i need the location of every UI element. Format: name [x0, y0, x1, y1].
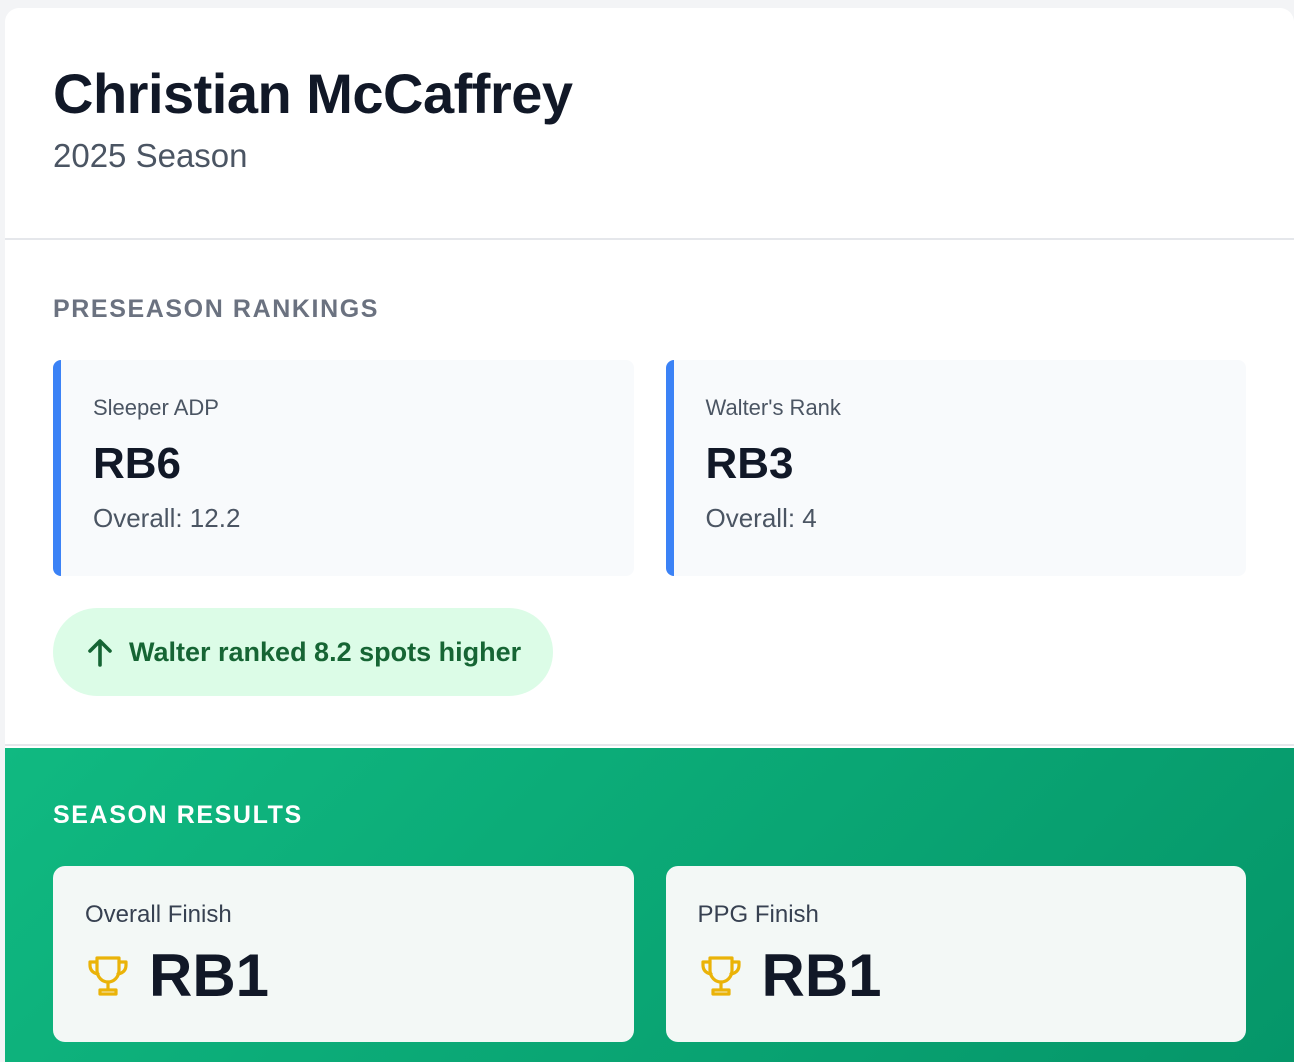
overall-finish-card: Overall Finish RB1 — [53, 866, 634, 1042]
trophy-icon — [85, 953, 131, 999]
player-header: Christian McCaffrey 2025 Season — [5, 8, 1294, 240]
results-section-title: SEASON RESULTS — [53, 801, 303, 829]
arrow-up-icon — [85, 636, 115, 668]
rank-card-label: Sleeper ADP — [93, 395, 219, 420]
walters-rank-card: Walter's Rank RB3 Overall: 4 — [665, 360, 1246, 576]
preseason-rankings-section: PRESEASON RANKINGS Sleeper ADP RB6 Overa… — [5, 240, 1294, 746]
finish-card-label: Overall Finish — [85, 901, 232, 928]
rank-card-overall: Overall: 12.2 — [93, 503, 241, 533]
player-name: Christian McCaffrey — [53, 62, 573, 125]
rank-card-position-rank: RB3 — [705, 439, 794, 488]
preseason-section-title: PRESEASON RANKINGS — [53, 295, 380, 323]
finish-grid: Overall Finish RB1 — [53, 866, 1246, 1042]
rank-card-overall: Overall: 4 — [705, 503, 817, 533]
rank-grid: Sleeper ADP RB6 Overall: 12.2 Walter's R… — [53, 360, 1246, 576]
finish-row: RB1 — [698, 940, 1215, 1012]
ppg-finish-card: PPG Finish RB1 — [665, 866, 1246, 1042]
rank-card-label: Walter's Rank — [705, 395, 841, 420]
finish-row: RB1 — [85, 940, 602, 1012]
finish-card-value: RB1 — [149, 942, 270, 1009]
rank-difference-text: Walter ranked 8.2 spots higher — [129, 636, 522, 667]
trophy-icon — [698, 953, 744, 999]
player-card: Christian McCaffrey 2025 Season PRESEASO… — [5, 8, 1294, 1062]
sleeper-adp-card: Sleeper ADP RB6 Overall: 12.2 — [53, 360, 634, 576]
finish-card-value: RB1 — [761, 942, 882, 1009]
rank-card-position-rank: RB6 — [93, 439, 182, 488]
finish-card-label: PPG Finish — [697, 901, 819, 928]
season-results-section: SEASON RESULTS Overall Finish — [5, 748, 1294, 1062]
rank-difference-badge: Walter ranked 8.2 spots higher — [53, 608, 554, 696]
season-label: 2025 Season — [53, 137, 248, 174]
